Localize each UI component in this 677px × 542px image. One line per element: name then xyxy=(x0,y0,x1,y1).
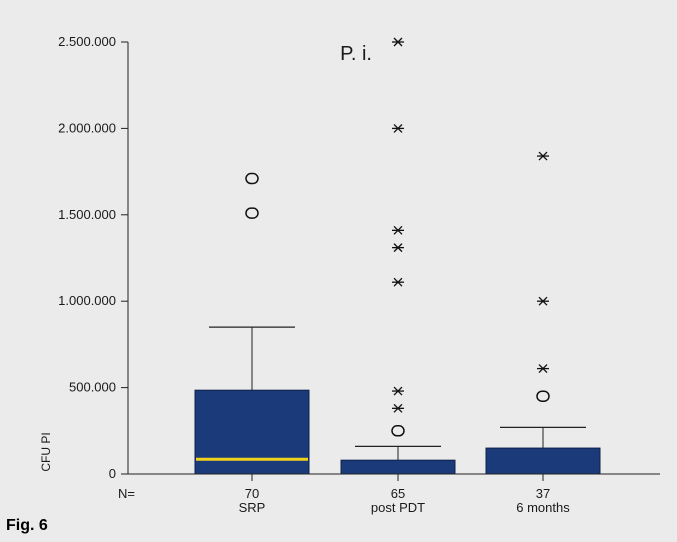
category-label: post PDT xyxy=(371,500,425,515)
y-tick-label: 2.500.000 xyxy=(58,34,116,49)
star-stroke xyxy=(393,37,403,47)
outlier-circle xyxy=(245,207,259,219)
outlier-star xyxy=(392,225,404,235)
n-count-label: 37 xyxy=(536,486,550,501)
y-tick-label: 2.000.000 xyxy=(58,120,116,135)
figure-label: Fig. 6 xyxy=(6,517,48,534)
box-rect xyxy=(340,459,456,475)
outlier-circle xyxy=(245,172,259,185)
outlier-star xyxy=(392,277,404,287)
star-stroke xyxy=(538,151,548,161)
y-axis: 0 500.000 1.000.000 1.500.000 2.000.000 2.500… xyxy=(58,34,129,481)
y-tick-label: 500.000 xyxy=(69,380,116,395)
outlier-circle xyxy=(536,390,550,402)
category-label: 6 months xyxy=(516,500,570,515)
y-tick-label: 0 xyxy=(109,466,116,481)
y-tick-label: 1.500.000 xyxy=(58,207,116,222)
box-rect xyxy=(485,447,601,475)
outlier-star xyxy=(392,123,404,133)
star-stroke xyxy=(393,243,403,253)
star-stroke xyxy=(538,364,548,374)
y-tick-label: 1.000.000 xyxy=(58,293,116,308)
outliers xyxy=(245,37,550,437)
star-stroke xyxy=(393,225,403,235)
outlier-star xyxy=(537,364,549,374)
boxes xyxy=(194,326,601,475)
star-stroke xyxy=(393,277,403,287)
star-stroke xyxy=(538,296,548,306)
outlier-star xyxy=(392,403,404,413)
category-label: SRP xyxy=(239,500,266,515)
n-prefix-label: N= xyxy=(118,486,135,501)
star-stroke xyxy=(393,123,403,133)
outlier-circle xyxy=(391,425,405,437)
star-stroke xyxy=(393,386,403,396)
outlier-star xyxy=(392,386,404,396)
n-count-label: 70 xyxy=(245,486,259,501)
outlier-star xyxy=(537,151,549,161)
outlier-star xyxy=(392,243,404,253)
chart-title: P. i. xyxy=(340,43,372,65)
star-stroke xyxy=(393,403,403,413)
y-axis-label: CFU PI xyxy=(39,432,53,471)
outlier-star xyxy=(392,37,404,47)
box-rect xyxy=(194,389,310,475)
n-count-label: 65 xyxy=(391,486,405,501)
outlier-star xyxy=(537,296,549,306)
